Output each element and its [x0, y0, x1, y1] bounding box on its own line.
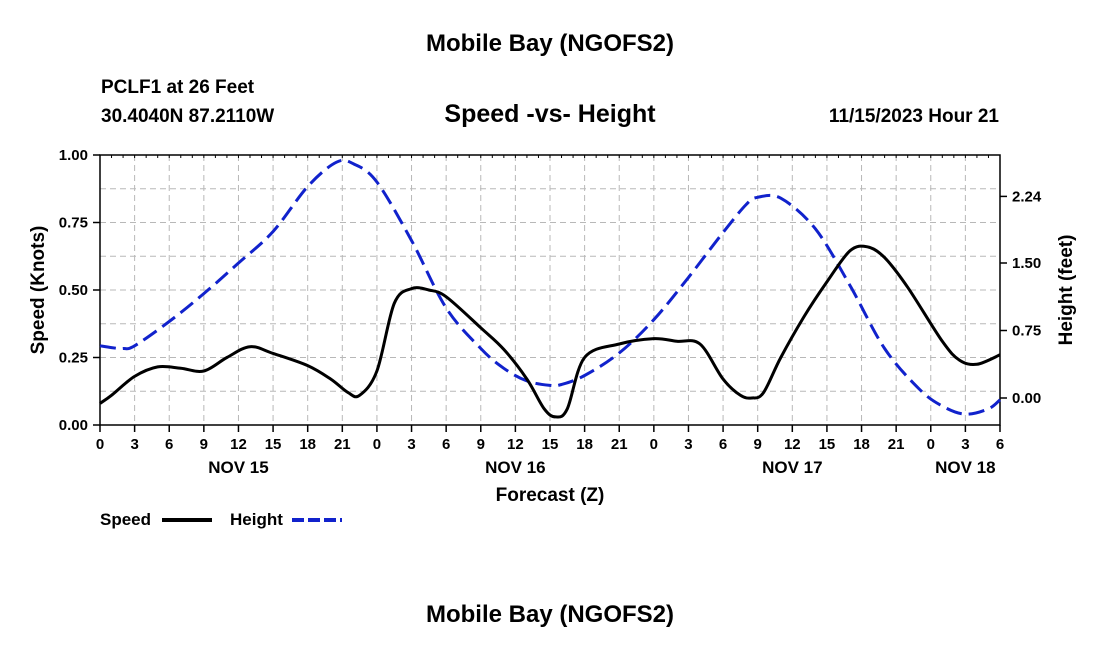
x-tick-label: 21	[334, 436, 351, 453]
x-tick-label: 3	[407, 436, 415, 453]
x-tick-label: 6	[165, 436, 173, 453]
grid-lines	[100, 155, 1000, 425]
y2-axis-title: Height (feet)	[1056, 235, 1077, 346]
footer-title: Mobile Bay (NGOFS2)	[425, 601, 675, 628]
height-series-line	[99, 158, 1001, 416]
x-tick-label: 3	[130, 436, 138, 453]
x-tick-label: 3	[961, 436, 969, 453]
station-coordinates: 30.4040N 87.2110W	[101, 106, 275, 127]
y2-tick-label: 1.50	[1012, 255, 1041, 272]
day-label: NOV 15	[208, 458, 268, 477]
x-tick-label: 18	[299, 436, 316, 453]
chart-subtitle: Speed -vs- Height	[444, 100, 656, 128]
y-tick-label: 1.00	[59, 147, 88, 164]
axis-ticks	[93, 154, 1007, 432]
x-tick-label: 9	[754, 436, 762, 453]
x-tick-label: 12	[784, 436, 801, 453]
legend-speed-label: Speed	[100, 510, 151, 529]
x-tick-label: 9	[200, 436, 208, 453]
y-tick-label: 0.25	[59, 350, 88, 367]
x-tick-label: 3	[684, 436, 692, 453]
day-label: NOV 16	[485, 458, 545, 477]
x-tick-label: 0	[373, 436, 381, 453]
x-tick-label: 12	[230, 436, 247, 453]
y2-tick-label: 2.24	[1012, 188, 1042, 205]
x-tick-label: 6	[442, 436, 450, 453]
speed-height-chart: 0 3 6 9 12 15 18 21 0 3 6 9 12 15 18 21 0 3 6 9 12 15 18 21 0 3 6 0…	[28, 147, 1077, 529]
day-label: NOV 18	[935, 458, 995, 477]
x-tick-label: 0	[650, 436, 658, 453]
y2-tick-label: 0.00	[1012, 390, 1041, 407]
legend-height-label: Height	[230, 510, 283, 529]
x-tick-label: 18	[853, 436, 870, 453]
x-tick-label: 0	[96, 436, 104, 453]
x-tick-label: 21	[888, 436, 905, 453]
x-tick-label: 21	[611, 436, 628, 453]
x-tick-label: 15	[265, 436, 282, 453]
x-tick-label: 15	[819, 436, 836, 453]
y2-tick-label: 0.75	[1012, 323, 1041, 340]
y-tick-label: 0.00	[59, 417, 88, 434]
chart-main-title: Mobile Bay (NGOFS2)	[425, 30, 675, 57]
forecast-datetime: 11/15/2023 Hour 21	[828, 106, 999, 127]
speed-series-line	[99, 244, 1001, 419]
x-tick-label: 9	[477, 436, 485, 453]
y-tick-label: 0.75	[59, 215, 88, 232]
y-axis-title: Speed (Knots)	[28, 226, 49, 355]
x-tick-label: 18	[576, 436, 593, 453]
x-tick-label: 0	[927, 436, 935, 453]
x-tick-label: 6	[996, 436, 1004, 453]
x-axis-title: Forecast (Z)	[496, 485, 605, 506]
axis-labels: 0 3 6 9 12 15 18 21 0 3 6 9 12 15 18 21 0 3 6 9 12 15 18 21 0 3 6 0…	[59, 147, 1042, 477]
legend: Speed Height	[100, 510, 342, 529]
y-tick-label: 0.50	[59, 282, 88, 299]
x-tick-label: 12	[507, 436, 524, 453]
station-label: PCLF1 at 26 Feet	[101, 77, 255, 98]
x-tick-label: 15	[542, 436, 559, 453]
x-tick-label: 6	[719, 436, 727, 453]
day-label: NOV 17	[762, 458, 822, 477]
